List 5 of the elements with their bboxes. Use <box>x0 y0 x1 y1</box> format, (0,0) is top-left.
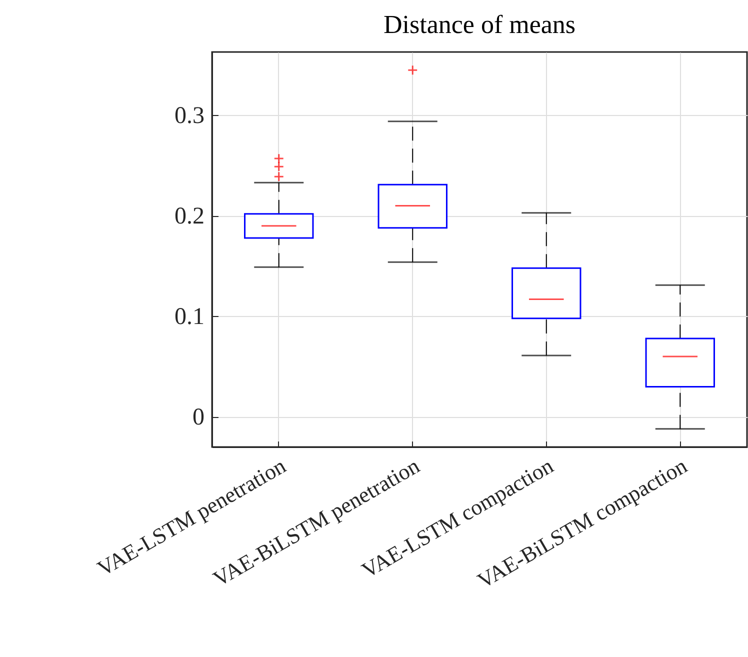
chart-title: Distance of means <box>383 10 576 39</box>
y-tick-label: 0 <box>192 404 204 430</box>
y-tick-label: 0.1 <box>174 304 204 330</box>
y-tick-label: 0.3 <box>174 102 204 129</box>
y-tick-label: 0.2 <box>174 203 204 230</box>
